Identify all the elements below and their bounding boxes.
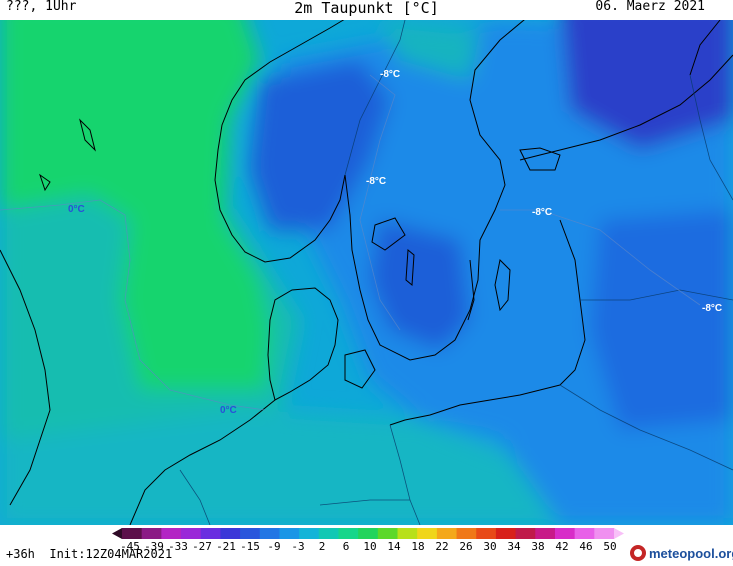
brand-logo[interactable]: meteopool.org (630, 543, 733, 563)
colorbar-tick-label: -33 (168, 540, 188, 553)
coast-aland (519, 147, 561, 171)
colorbar-segment (122, 528, 143, 539)
colorbar-segment (358, 528, 379, 539)
brand-logo-icon (630, 545, 646, 561)
border-germany-poland (389, 424, 421, 525)
colorbar-segment (220, 528, 241, 539)
colorbar-segment (495, 528, 517, 539)
colorbar-tick-label: 34 (507, 540, 521, 553)
colorbar-tick-label: 2 (318, 540, 326, 553)
isoline-minus8 (359, 74, 401, 331)
colorbar-segment (338, 528, 359, 539)
colorbar-segment (161, 528, 182, 539)
colorbar-tick-label: 14 (387, 540, 401, 553)
colorbar-tick-label: 10 (363, 540, 377, 553)
colorbar-segment (594, 528, 615, 539)
coast-jutland (267, 287, 339, 401)
map-title: 2m Taupunkt [°C] (294, 0, 439, 17)
coast-oeland (467, 259, 475, 321)
colorbar-tick-label: 50 (603, 540, 617, 553)
colorbar-segment (181, 528, 202, 539)
border-norway-sweden (344, 0, 411, 176)
colorbar-segment (436, 528, 458, 539)
colorbar-tick-label: 42 (555, 540, 569, 553)
border-poland-east (559, 384, 733, 471)
contour-label-minus8-north: -8°C (380, 69, 400, 80)
colorbar-segment (200, 528, 221, 539)
coast-uk (0, 249, 51, 506)
colorbar-tick-label: 46 (579, 540, 593, 553)
contour-label-minus8-center: -8°C (366, 176, 386, 187)
dewpoint-map: 0°C 0°C -8°C -8°C -8°C -8°C (0, 0, 733, 525)
colorbar-tick-label: 38 (531, 540, 545, 553)
colorbar-tick-label: -21 (216, 540, 236, 553)
coast-norway (214, 0, 373, 263)
colorbar-segment (318, 528, 339, 539)
coast-poland (389, 384, 561, 426)
border-finland-russia (689, 74, 733, 201)
colorbar-tick-label: -39 (144, 540, 164, 553)
field-deepblue-northeast (560, 0, 733, 150)
colorbar-segment (554, 528, 576, 539)
contour-label-minus8-fareast: -8°C (702, 303, 722, 314)
coast-orkney (39, 173, 51, 192)
colorbar-tick-label: -3 (291, 540, 305, 553)
coast-finland (519, 54, 733, 161)
colorbar-tick-label: 22 (435, 540, 449, 553)
colorbar-segment (535, 528, 556, 539)
lake-vattern (405, 248, 415, 287)
field-darkblue-norway (250, 60, 390, 230)
model-run-info: +36h Init:12Z04MAR2021 (6, 547, 173, 561)
map-header: ???, 1Uhr 2m Taupunkt [°C] 06. Maerz 202… (0, 0, 733, 20)
colorbar (112, 528, 624, 539)
colorbar-segment (417, 528, 438, 539)
colorbar-segment (259, 528, 280, 539)
colorbar-tick-label: -9 (267, 540, 281, 553)
field-green-northsea (0, 0, 270, 390)
colorbar-segment (279, 528, 300, 539)
valid-date-label: 06. Maerz 2021 (595, 0, 705, 14)
coast-zealand (344, 349, 376, 389)
coast-baltics (559, 219, 586, 386)
colorbar-segment (240, 528, 261, 539)
contour-label-zero-west: 0°C (68, 204, 85, 215)
colorbar-tick-label: -15 (240, 540, 260, 553)
colorbar-segment (515, 528, 536, 539)
colorbar-tick-label: 26 (459, 540, 473, 553)
border-germany-czech (319, 499, 410, 506)
coast-gotland (494, 258, 511, 312)
colorbar-segment (574, 528, 595, 539)
contour-label-zero-south: 0°C (220, 405, 237, 416)
colorbar-tick-label: 6 (342, 540, 350, 553)
colorbar-segment (397, 528, 418, 539)
field-darkblue-sweden (370, 220, 470, 350)
field-cyan-south (0, 410, 560, 525)
coast-sweden (344, 0, 546, 361)
colorbar-min-arrow (112, 528, 122, 539)
colorbar-segment (456, 528, 477, 539)
colorbar-segment (299, 528, 320, 539)
map-footer: +36h Init:12Z04MAR2021 meteopool.org -45… (0, 525, 733, 566)
border-netherlands (179, 469, 211, 525)
coast-germany (129, 399, 276, 525)
colorbar-segment (141, 528, 162, 539)
colorbar-tick-label: -45 (120, 540, 140, 553)
field-blue-east (590, 210, 733, 430)
colorbar-segment (476, 528, 497, 539)
border-baltics (580, 289, 733, 301)
contour-label-minus8-east: -8°C (532, 207, 552, 218)
isoline-minus8-east (500, 209, 701, 306)
brand-name: meteopool.org (649, 545, 733, 561)
field-teal-upper (380, 20, 480, 80)
colorbar-tick-label: 18 (411, 540, 425, 553)
isoline-0-west (0, 199, 266, 411)
valid-time-label: ???, 1Uhr (6, 0, 77, 14)
colorbar-tick-label: 30 (483, 540, 497, 553)
colorbar-tick-label: -27 (192, 540, 212, 553)
colorbar-max-arrow (614, 528, 624, 539)
coast-shetland (79, 118, 96, 152)
lake-vanern (371, 217, 406, 251)
colorbar-segment (377, 528, 399, 539)
